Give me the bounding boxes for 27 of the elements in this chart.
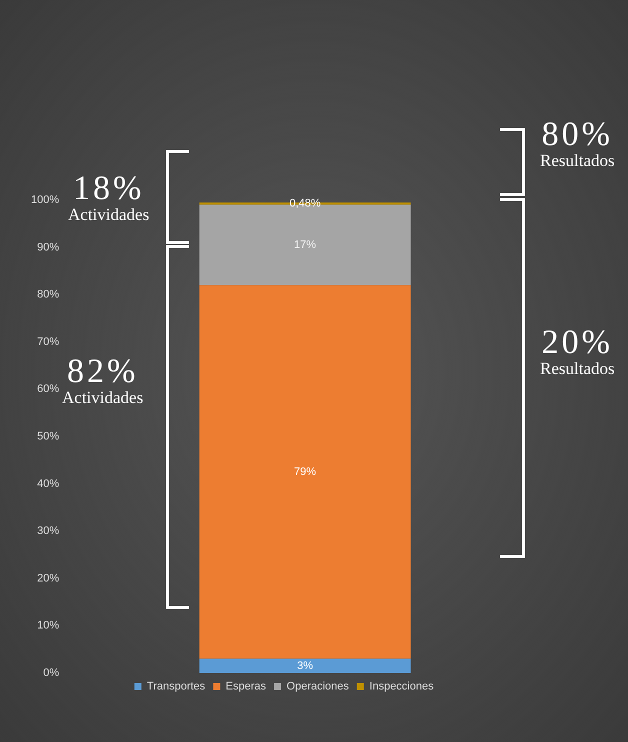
data-label: 17% [294, 238, 316, 251]
text: Actividades [62, 388, 144, 407]
text: 82% [66, 353, 140, 390]
y-tick-label: 30% [37, 525, 60, 538]
y-tick-label: 80% [37, 288, 60, 301]
legend-label: Operaciones [286, 680, 350, 693]
y-tick-label: 60% [37, 383, 60, 396]
text: Resultados [540, 151, 615, 170]
text: 18% [72, 170, 146, 207]
data-label: 79% [294, 466, 316, 478]
legend-label: Transportes [146, 680, 206, 693]
y-tick-label: 70% [37, 336, 60, 348]
y-tick-label: 50% [37, 430, 60, 443]
y-tick-label: 100% [30, 194, 60, 206]
y-tick-label: 10% [37, 620, 60, 632]
y-tick-label: 90% [37, 241, 60, 254]
text: 20% [540, 324, 614, 361]
legend-label: Inspecciones [369, 680, 434, 693]
y-tick-label: 0% [43, 667, 60, 680]
data-label: 3% [297, 660, 314, 672]
y-tick-label: 20% [37, 572, 60, 584]
y-tick-label: 40% [37, 478, 60, 490]
text: Actividades [68, 205, 150, 224]
data-label: 0,48% [289, 198, 321, 210]
text: 80% [540, 116, 614, 153]
text: Resultados [540, 359, 615, 378]
legend-label: Esperas [226, 680, 267, 693]
